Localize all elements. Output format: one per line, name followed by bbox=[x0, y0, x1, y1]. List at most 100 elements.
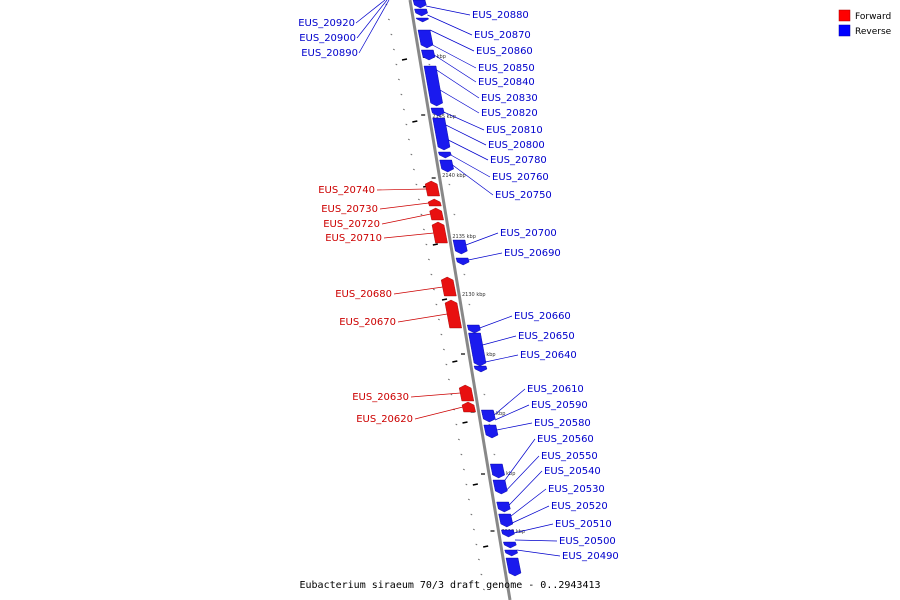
leader-line bbox=[450, 154, 491, 178]
leader-line bbox=[381, 213, 431, 225]
legend-reverse-label: Reverse bbox=[855, 27, 892, 37]
leader-line bbox=[452, 164, 494, 196]
tick-mark bbox=[493, 453, 496, 456]
leader-line bbox=[479, 315, 513, 329]
gene-label-reverse: EUS_20610 bbox=[527, 384, 584, 395]
leader-line bbox=[493, 388, 526, 416]
gene-label-reverse: EUS_20870 bbox=[474, 30, 531, 41]
gene-label-reverse: EUS_20490 bbox=[562, 551, 619, 562]
reverse-gene bbox=[455, 257, 470, 266]
gene-label-reverse: EUS_20890 bbox=[301, 48, 358, 59]
leader-line bbox=[355, 0, 386, 24]
leader-line bbox=[433, 54, 477, 83]
major-dash bbox=[462, 421, 468, 424]
gene-label-forward: EUS_20730 bbox=[321, 204, 378, 215]
scale-label: 2140 kbp bbox=[442, 173, 466, 179]
tick-mark bbox=[397, 78, 400, 81]
leader-line bbox=[496, 422, 533, 431]
leader-line bbox=[429, 29, 475, 52]
leader-line bbox=[513, 523, 554, 534]
reverse-gene bbox=[417, 29, 434, 49]
gene-label-reverse: EUS_20560 bbox=[537, 434, 594, 445]
reverse-gene bbox=[438, 151, 452, 159]
reverse-gene bbox=[432, 117, 451, 151]
tick-mark bbox=[428, 63, 431, 66]
gene-label-reverse: EUS_20800 bbox=[488, 140, 545, 151]
tick-mark bbox=[455, 423, 458, 426]
reverse-gene bbox=[505, 557, 522, 577]
tick-mark bbox=[445, 363, 448, 366]
scale-label: 2135 kbp bbox=[452, 234, 476, 240]
leader-line bbox=[410, 392, 461, 398]
leader-line bbox=[436, 69, 480, 99]
leader-line bbox=[516, 549, 561, 557]
gene-label-forward: EUS_20720 bbox=[323, 219, 380, 230]
scale-label: 2130 kbp bbox=[462, 292, 486, 298]
tick-mark bbox=[462, 468, 465, 471]
reverse-gene bbox=[496, 501, 511, 513]
tick-mark bbox=[415, 183, 418, 186]
gene-label-reverse: EUS_20640 bbox=[520, 350, 577, 361]
leader-line bbox=[485, 354, 519, 363]
tick-mark bbox=[435, 303, 438, 306]
legend-forward-swatch bbox=[838, 9, 851, 22]
tick-mark bbox=[440, 333, 443, 336]
gene-label-forward: EUS_20680 bbox=[335, 289, 392, 300]
tick-mark bbox=[402, 108, 405, 111]
tick-mark bbox=[463, 273, 466, 276]
leader-line bbox=[439, 89, 480, 114]
tick-mark bbox=[430, 273, 433, 276]
tick-mark bbox=[417, 198, 420, 201]
tick-mark bbox=[432, 288, 435, 291]
leader-line bbox=[356, 0, 388, 39]
tick-mark bbox=[453, 213, 456, 216]
gene-blocks bbox=[412, 0, 522, 577]
reverse-gene bbox=[490, 463, 505, 479]
forward-gene bbox=[444, 299, 462, 329]
gene-label-reverse: EUS_20700 bbox=[500, 228, 557, 239]
tick-mark bbox=[392, 48, 395, 51]
leader-line bbox=[427, 14, 473, 36]
gene-label-reverse: EUS_20920 bbox=[298, 18, 355, 29]
gene-label-reverse: EUS_20510 bbox=[555, 519, 612, 530]
reverse-gene bbox=[412, 0, 427, 9]
reverse-gene bbox=[492, 479, 508, 495]
gene-label-reverse: EUS_20760 bbox=[492, 172, 549, 183]
reverse-gene bbox=[423, 65, 443, 107]
reverse-gene bbox=[498, 513, 514, 528]
leader-line bbox=[508, 470, 543, 506]
tick-mark bbox=[405, 123, 408, 126]
gene-label-forward: EUS_20620 bbox=[356, 414, 413, 425]
tick-mark bbox=[412, 168, 415, 171]
tick-mark bbox=[480, 573, 483, 576]
legend-forward-label: Forward bbox=[855, 12, 891, 22]
tick-mark bbox=[427, 258, 430, 261]
leader-line bbox=[514, 539, 558, 542]
leader-line bbox=[465, 232, 499, 246]
genome-axis bbox=[408, 0, 512, 600]
forward-gene bbox=[431, 221, 448, 244]
tick-mark bbox=[447, 378, 450, 381]
gene-label-reverse: EUS_20860 bbox=[476, 46, 533, 57]
tick-mark bbox=[387, 18, 390, 21]
gene-label-reverse: EUS_20810 bbox=[486, 125, 543, 136]
gene-label-reverse: EUS_20880 bbox=[472, 10, 529, 21]
reverse-gene bbox=[421, 49, 436, 61]
tick-mark bbox=[420, 213, 423, 216]
leader-line bbox=[397, 313, 448, 323]
tick-mark bbox=[410, 153, 413, 156]
forward-gene bbox=[427, 198, 442, 207]
tick-mark bbox=[450, 393, 453, 396]
leader-line bbox=[504, 438, 536, 481]
reverse-gene bbox=[415, 17, 429, 23]
major-dash bbox=[452, 360, 458, 363]
leader-line bbox=[376, 188, 427, 191]
leader-line bbox=[510, 488, 547, 517]
tick-mark bbox=[448, 183, 451, 186]
gene-label-reverse: EUS_20820 bbox=[481, 108, 538, 119]
leader-line bbox=[379, 202, 429, 210]
tick-mark bbox=[483, 393, 486, 396]
tick-mark bbox=[475, 543, 478, 546]
tick-mark bbox=[465, 483, 468, 486]
